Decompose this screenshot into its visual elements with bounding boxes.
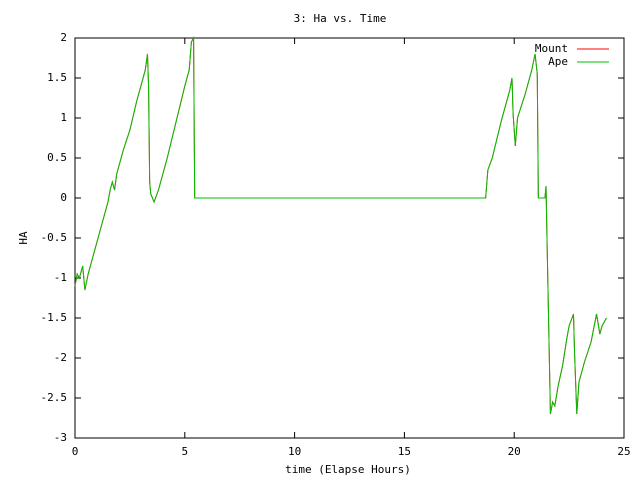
y-tick-label: 1: [60, 111, 67, 124]
y-tick-label: -1: [54, 271, 67, 284]
y-axis-label: HA: [17, 231, 30, 245]
x-tick-label: 0: [72, 445, 79, 458]
y-tick-label: -3: [54, 431, 67, 444]
x-tick-label: 25: [617, 445, 630, 458]
x-tick-label: 15: [398, 445, 411, 458]
y-tick-label: 2: [60, 31, 67, 44]
legend-label: Mount: [535, 42, 568, 55]
y-tick-label: -2: [54, 351, 67, 364]
x-tick-label: 5: [181, 445, 188, 458]
legend-label: Ape: [548, 55, 568, 68]
y-tick-label: -1.5: [41, 311, 68, 324]
chart-title: 3: Ha vs. Time: [294, 12, 387, 25]
y-tick-label: 0.5: [47, 151, 67, 164]
x-tick-label: 10: [288, 445, 301, 458]
y-tick-label: 1.5: [47, 71, 67, 84]
y-tick-label: 0: [60, 191, 67, 204]
x-tick-label: 20: [508, 445, 521, 458]
x-axis-label: time (Elapse Hours): [285, 463, 411, 476]
y-tick-label: -2.5: [41, 391, 68, 404]
series-line: [74, 36, 607, 415]
y-tick-label: -0.5: [41, 231, 68, 244]
